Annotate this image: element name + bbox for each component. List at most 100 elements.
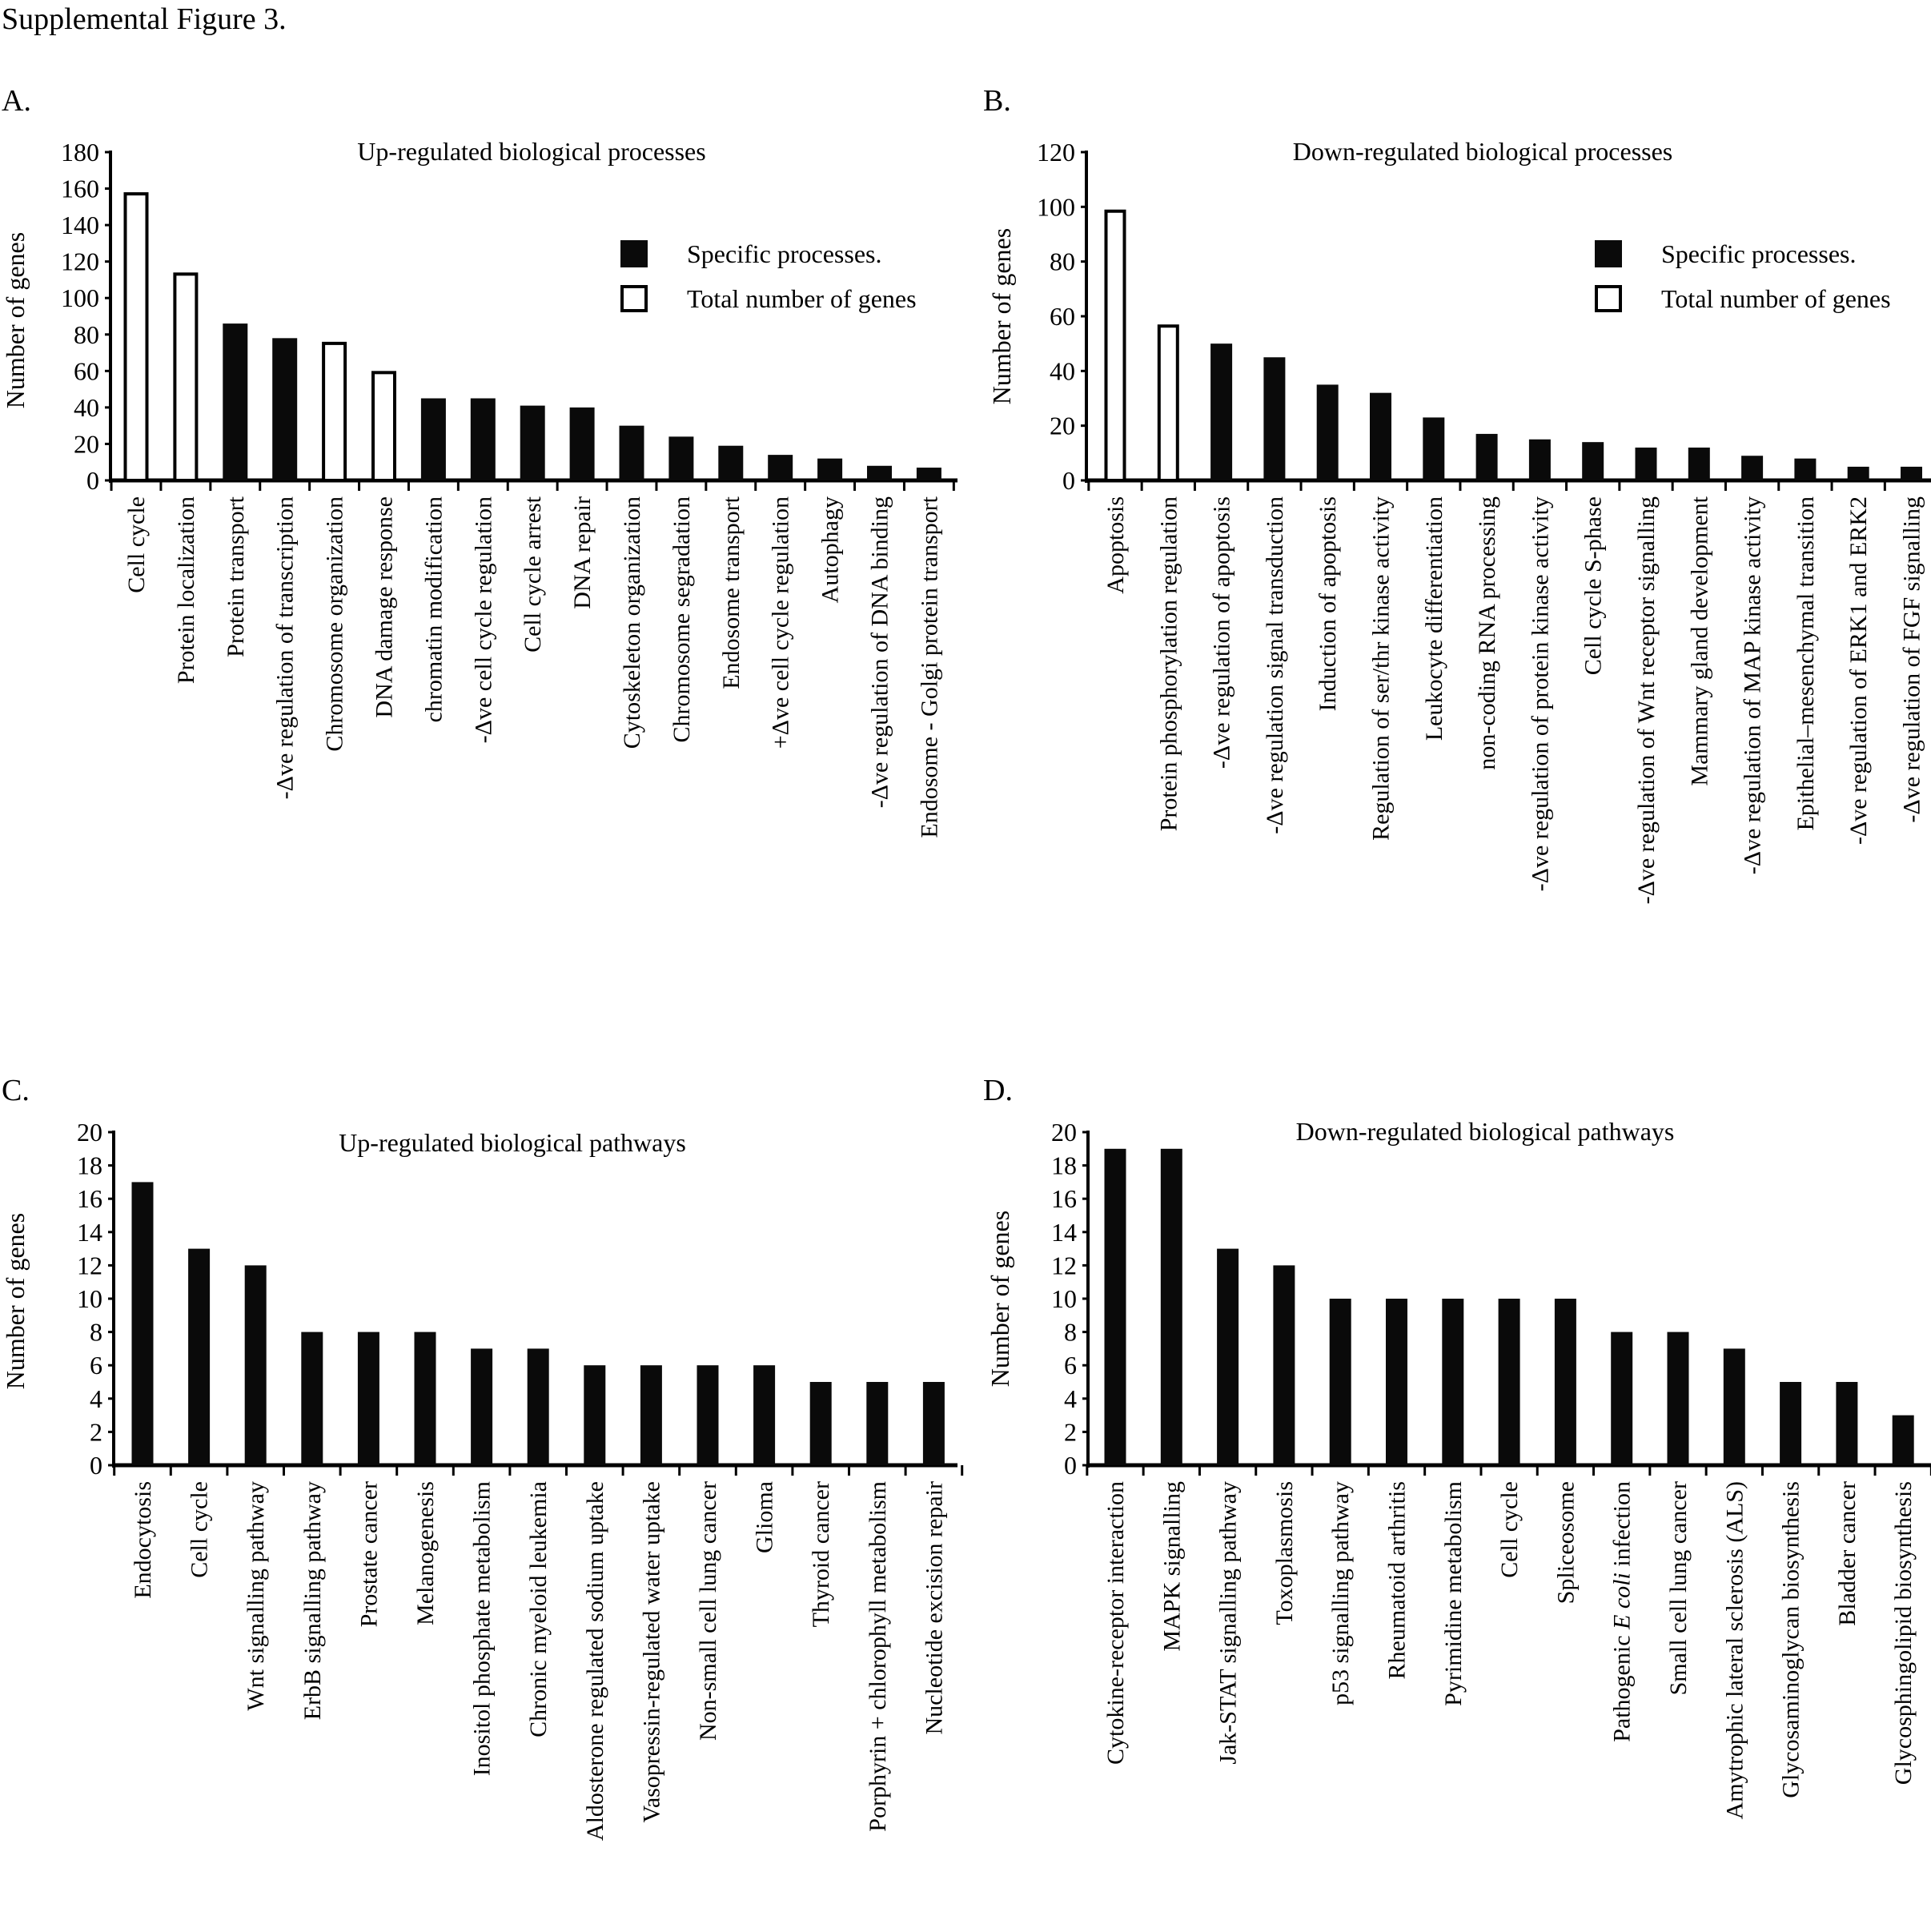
y-tick-label: 10 <box>1051 1284 1077 1313</box>
x-tick-label: Non-small cell lung cancer <box>695 1481 721 1741</box>
x-tick-label: DNA repair <box>569 496 596 609</box>
bar <box>471 1348 493 1465</box>
bar <box>1370 392 1391 480</box>
chart-title: Down-regulated biological pathways <box>1296 1117 1675 1146</box>
y-tick-label: 12 <box>77 1251 102 1279</box>
bar <box>357 1332 379 1465</box>
x-tick-label: Epithelial–mesenchymal transition <box>1792 496 1819 830</box>
x-tick-label: ErbB signalling pathway <box>299 1481 326 1720</box>
y-tick-label: 2 <box>1064 1417 1077 1446</box>
x-tick-label: Cell cycle <box>187 1481 213 1578</box>
bar <box>1794 458 1817 480</box>
x-tick-label: Jak-STAT signalling pathway <box>1215 1481 1242 1765</box>
bar <box>1273 1265 1295 1465</box>
panel-label-c: C. <box>2 1074 30 1107</box>
x-tick-label: Wnt signalling pathway <box>243 1481 269 1711</box>
x-tick-label: -Δve cell cycle regulation <box>470 496 496 743</box>
chart-panel-b: Down-regulated biological processes Numbe… <box>987 137 1931 904</box>
bar <box>817 458 843 480</box>
legend-swatch-filled <box>620 240 648 267</box>
x-tick-label: Leukocyte differentiation <box>1421 496 1447 741</box>
x-tick-label: Induction of apoptosis <box>1315 496 1341 711</box>
bar <box>322 341 347 482</box>
bar <box>640 1365 662 1465</box>
bar <box>527 1348 549 1465</box>
bar <box>1329 1299 1351 1465</box>
bar <box>520 405 545 480</box>
x-tick-label: -Δve regulation of protein kinase activi… <box>1527 496 1553 891</box>
x-tick-label: Pathogenic E coli infection <box>1609 1481 1636 1742</box>
bar <box>1611 1332 1633 1465</box>
bar <box>1667 1332 1689 1465</box>
legend-swatch-open <box>620 285 648 312</box>
bar <box>697 1365 719 1465</box>
y-tick-label: 0 <box>86 466 99 495</box>
legend-label: Specific processes. <box>1661 239 1856 268</box>
bar <box>867 465 892 480</box>
x-tick-label: chromatin modification <box>420 496 447 722</box>
y-tick-label: 20 <box>1050 412 1075 440</box>
bar <box>1723 1348 1745 1465</box>
bar <box>470 398 496 480</box>
legend-swatch-open <box>1595 285 1622 312</box>
bar <box>244 1265 267 1465</box>
bar <box>718 445 744 480</box>
y-tick-label: 40 <box>74 393 99 422</box>
y-axis-label: Number of genes <box>986 1211 1014 1387</box>
x-tick-label: Glycosaminoglycan biosynthesis <box>1778 1481 1805 1798</box>
chart-title: Up-regulated biological pathways <box>339 1128 686 1157</box>
bar <box>1780 1382 1802 1465</box>
bar <box>123 192 149 482</box>
bar <box>1892 1415 1914 1465</box>
panel-label-a: A. <box>2 84 31 118</box>
x-tick-label: Rheumatoid arthritis <box>1384 1481 1411 1679</box>
x-tick-label: Melanogenesis <box>412 1481 439 1625</box>
x-tick-label: Endosome transport <box>718 496 745 689</box>
bar <box>1688 448 1710 480</box>
bar <box>1901 466 1922 480</box>
bar <box>371 371 396 483</box>
bar <box>272 338 298 480</box>
y-tick-label: 12 <box>1051 1251 1077 1279</box>
x-tick-label: -Δve regulation of Wnt receptor signalli… <box>1633 496 1660 904</box>
x-tick-label: Protein transport <box>223 496 249 657</box>
x-tick-label: Glioma <box>752 1481 778 1553</box>
bar <box>668 436 694 480</box>
bar <box>619 425 644 480</box>
bar <box>1847 466 1869 480</box>
x-tick-label: Prostate cancer <box>355 1481 382 1627</box>
bar <box>584 1365 606 1465</box>
x-tick-label: p53 signalling pathway <box>1327 1481 1354 1705</box>
x-tick-label: +Δve cell cycle regulation <box>768 496 794 749</box>
y-tick-label: 80 <box>74 320 99 349</box>
x-tick-label: Cytoskeleton organization <box>619 496 645 749</box>
y-tick-label: 18 <box>1051 1151 1077 1180</box>
x-tick-label: DNA damage response <box>371 496 398 718</box>
y-tick-label: 0 <box>90 1451 102 1480</box>
y-axis-label: Number of genes <box>987 228 1016 404</box>
x-tick-label: Glycosphingolipid biosynthesis <box>1890 1481 1917 1785</box>
x-tick-label: Autophagy <box>817 496 844 603</box>
bar <box>1316 384 1339 480</box>
x-tick-label: Cell cycle <box>123 496 150 593</box>
x-tick-label: Chromosome organization <box>322 496 348 752</box>
x-tick-label: Cell cycle arrest <box>520 496 546 653</box>
y-tick-label: 4 <box>90 1384 102 1413</box>
y-tick-label: 0 <box>1064 1451 1077 1480</box>
bar <box>1104 209 1126 482</box>
figure-title: Supplemental Figure 3. <box>2 2 287 36</box>
x-tick-label: MAPK signalling <box>1158 1481 1185 1652</box>
x-tick-label: Chronic myeloid leukemia <box>525 1481 552 1737</box>
x-tick-label: Endocytosis <box>130 1481 156 1599</box>
chart-panel-a: Up-regulated biological processes Number … <box>1 137 957 838</box>
y-tick-label: 100 <box>61 283 99 312</box>
y-tick-label: 120 <box>1037 138 1075 167</box>
y-tick-label: 2 <box>90 1417 102 1446</box>
legend-label: Specific processes. <box>687 239 881 268</box>
x-tick-label: Bladder cancer <box>1834 1481 1861 1626</box>
y-tick-label: 60 <box>74 356 99 385</box>
bar <box>420 398 446 480</box>
y-tick-label: 60 <box>1050 302 1075 331</box>
legend: Specific processes. Total number of genes <box>620 239 917 313</box>
